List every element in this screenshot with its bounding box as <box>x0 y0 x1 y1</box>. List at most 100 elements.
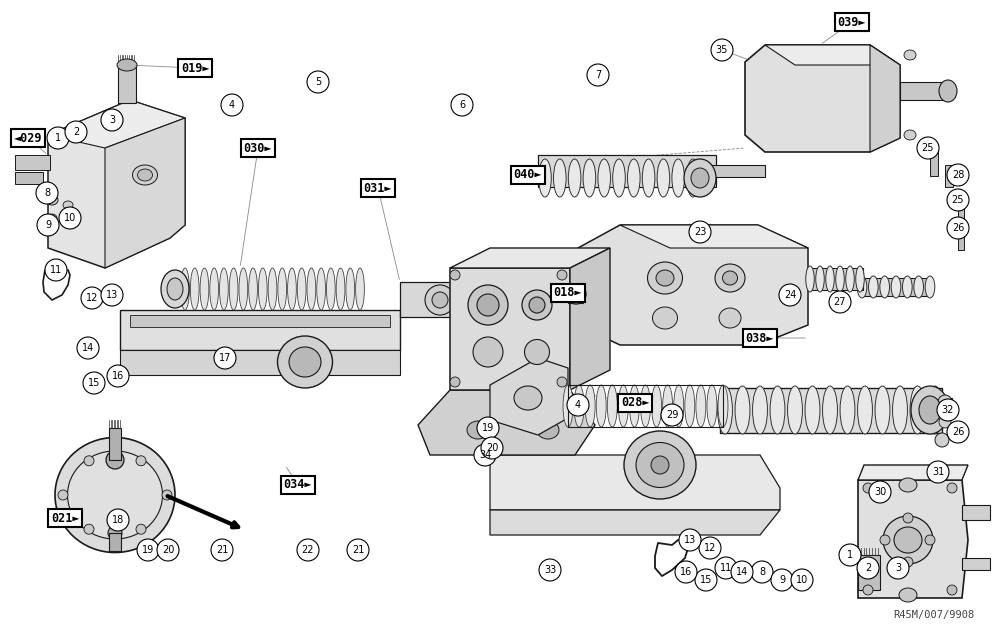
Ellipse shape <box>450 270 460 280</box>
Circle shape <box>567 394 589 416</box>
Ellipse shape <box>836 266 844 292</box>
Ellipse shape <box>641 385 650 427</box>
Bar <box>120 350 400 375</box>
Ellipse shape <box>903 276 912 298</box>
Circle shape <box>771 569 793 591</box>
Ellipse shape <box>108 526 122 540</box>
Text: 028►: 028► <box>621 396 649 410</box>
Ellipse shape <box>642 159 655 197</box>
Text: 15: 15 <box>88 378 100 388</box>
Text: 4: 4 <box>575 400 581 410</box>
Ellipse shape <box>598 159 610 197</box>
Text: 2: 2 <box>865 563 871 573</box>
Text: 25: 25 <box>952 195 964 205</box>
Text: 29: 29 <box>666 410 678 420</box>
Polygon shape <box>48 100 185 268</box>
Ellipse shape <box>840 386 855 434</box>
Text: 1: 1 <box>847 550 853 560</box>
Ellipse shape <box>181 268 189 310</box>
Text: 18: 18 <box>112 515 124 525</box>
Circle shape <box>65 121 87 143</box>
Ellipse shape <box>138 169 152 181</box>
Polygon shape <box>105 118 185 268</box>
Ellipse shape <box>718 385 728 427</box>
Text: 15: 15 <box>700 575 712 585</box>
Polygon shape <box>418 390 595 455</box>
Ellipse shape <box>297 268 306 310</box>
Ellipse shape <box>450 377 460 387</box>
Text: 7: 7 <box>595 70 601 80</box>
Text: 9: 9 <box>779 575 785 585</box>
Circle shape <box>37 214 59 236</box>
Ellipse shape <box>46 195 58 205</box>
Polygon shape <box>870 45 900 152</box>
Circle shape <box>927 461 949 483</box>
Ellipse shape <box>200 268 209 310</box>
Ellipse shape <box>652 307 678 329</box>
Ellipse shape <box>522 290 552 320</box>
Text: 32: 32 <box>942 405 954 415</box>
Ellipse shape <box>735 386 750 434</box>
Ellipse shape <box>903 513 913 523</box>
Ellipse shape <box>190 268 199 310</box>
Circle shape <box>59 207 81 229</box>
Ellipse shape <box>529 297 545 313</box>
Ellipse shape <box>585 385 595 427</box>
Ellipse shape <box>823 386 837 434</box>
Ellipse shape <box>719 308 741 328</box>
Bar <box>930 148 938 176</box>
Bar <box>958 195 964 250</box>
Circle shape <box>211 539 233 561</box>
Ellipse shape <box>707 385 717 427</box>
Bar <box>962 558 990 570</box>
Ellipse shape <box>846 266 854 292</box>
Ellipse shape <box>899 478 917 492</box>
Text: 12: 12 <box>86 293 98 303</box>
Ellipse shape <box>468 285 508 325</box>
Circle shape <box>347 539 369 561</box>
Ellipse shape <box>938 395 952 409</box>
Text: 17: 17 <box>219 353 231 363</box>
Ellipse shape <box>326 268 335 310</box>
Ellipse shape <box>568 159 581 197</box>
Ellipse shape <box>691 168 709 188</box>
Text: 12: 12 <box>704 543 716 553</box>
Text: 030►: 030► <box>244 142 272 154</box>
Text: 14: 14 <box>736 567 748 577</box>
Polygon shape <box>450 268 570 390</box>
Bar <box>568 385 723 427</box>
Bar <box>862 278 932 296</box>
Bar <box>109 428 121 460</box>
Ellipse shape <box>618 385 628 427</box>
Ellipse shape <box>132 165 158 185</box>
Ellipse shape <box>939 80 957 102</box>
Ellipse shape <box>84 456 94 466</box>
Ellipse shape <box>607 385 617 427</box>
Bar <box>400 282 480 317</box>
Ellipse shape <box>687 159 699 197</box>
Ellipse shape <box>928 386 942 434</box>
Circle shape <box>947 217 969 239</box>
Ellipse shape <box>539 159 551 197</box>
Ellipse shape <box>307 268 316 310</box>
Ellipse shape <box>805 386 820 434</box>
Text: 10: 10 <box>64 213 76 223</box>
Ellipse shape <box>663 385 673 427</box>
Text: 9: 9 <box>45 220 51 230</box>
Bar <box>118 65 136 103</box>
Polygon shape <box>578 225 808 345</box>
Text: 034►: 034► <box>284 478 312 492</box>
Text: 28: 28 <box>952 170 964 180</box>
Text: 25: 25 <box>922 143 934 153</box>
Circle shape <box>107 365 129 387</box>
Ellipse shape <box>613 159 625 197</box>
Bar <box>538 155 716 187</box>
Bar <box>568 285 583 303</box>
Text: 6: 6 <box>459 100 465 110</box>
Ellipse shape <box>167 278 183 300</box>
Circle shape <box>731 561 753 583</box>
Polygon shape <box>858 465 968 480</box>
Ellipse shape <box>788 386 802 434</box>
Bar <box>15 172 43 184</box>
Ellipse shape <box>220 268 228 310</box>
